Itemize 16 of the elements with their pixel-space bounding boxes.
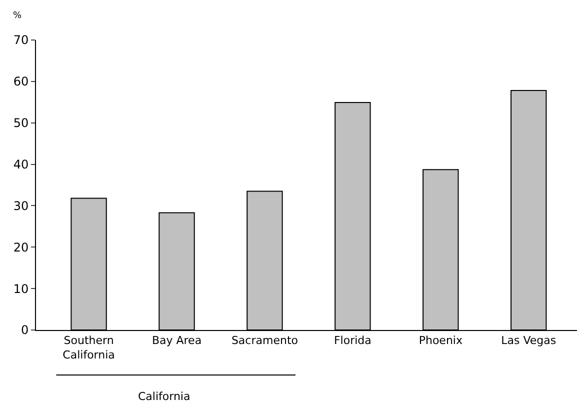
x-tick-label: Las Vegas — [501, 334, 556, 348]
y-tick-label: 40 — [13, 157, 29, 172]
y-axis-title: % — [13, 11, 22, 21]
y-tick-label: 50 — [13, 116, 29, 130]
x-tick-label: Bay Area — [152, 334, 202, 348]
x-tick-label: Phoenix — [418, 334, 463, 348]
y-tick-label: 0 — [20, 323, 29, 338]
y-tick-label: 30 — [13, 198, 29, 213]
text: California — [138, 390, 190, 403]
x-tick-label: Florida — [334, 334, 372, 348]
y-tick-label: 60 — [13, 74, 29, 89]
x-tick-label: Sacramento — [231, 334, 298, 348]
y-tick-label: 70 — [13, 33, 29, 48]
x-tick-label: Southern California — [62, 334, 115, 362]
y-tick-label: 20 — [13, 240, 29, 254]
y-tick-label: 10 — [13, 282, 29, 296]
